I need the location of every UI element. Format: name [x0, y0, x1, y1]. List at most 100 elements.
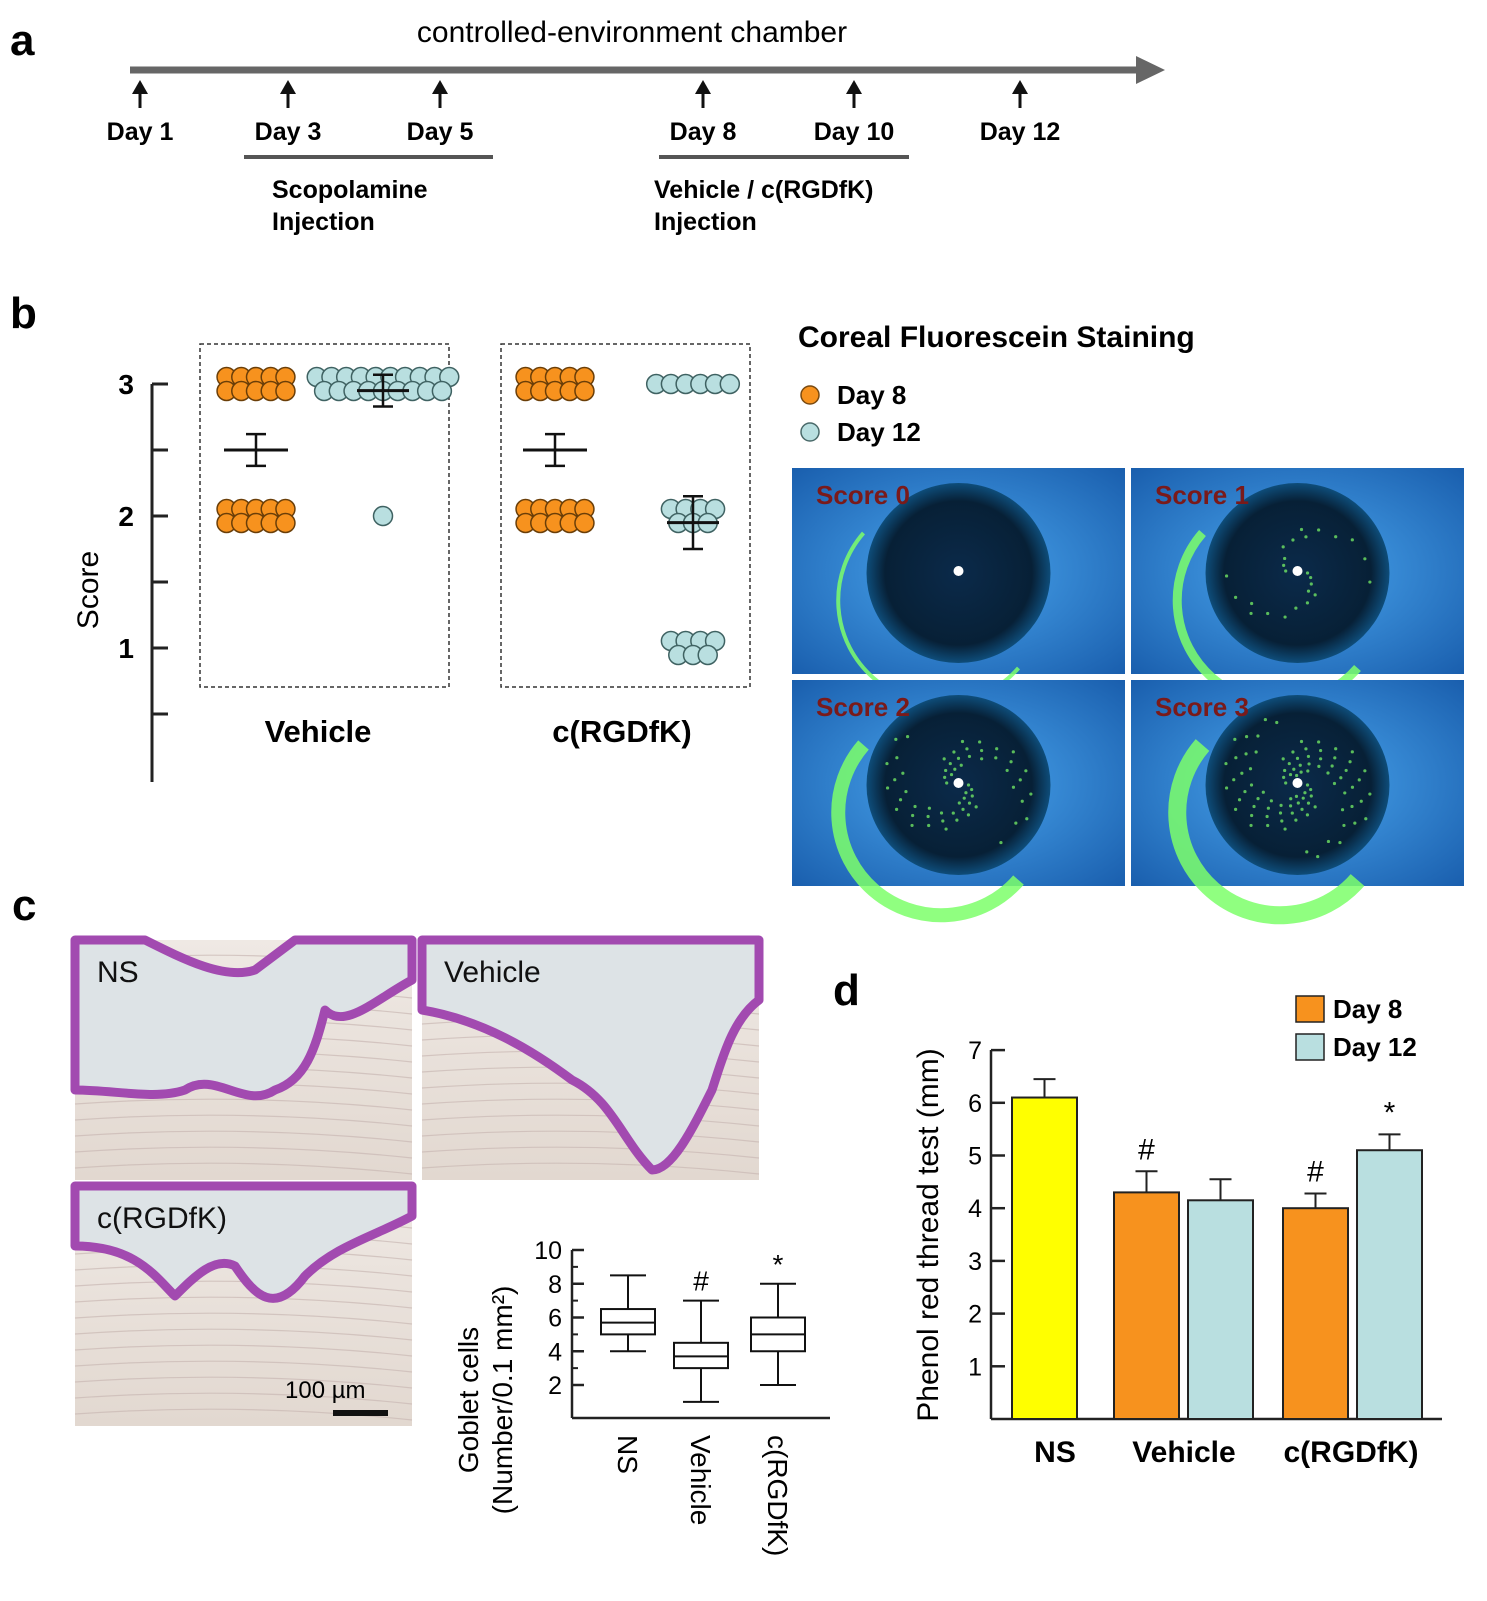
stain-speck — [1342, 823, 1346, 828]
stain-speck — [1291, 538, 1295, 542]
stain-speck — [1319, 748, 1323, 753]
stain-speck — [1224, 761, 1228, 766]
stain-speck — [956, 756, 961, 761]
stain-speck — [944, 768, 948, 773]
stain-speck — [1288, 772, 1293, 777]
stain-speck — [1029, 792, 1033, 796]
light-reflex — [953, 778, 964, 788]
tissue-fiber — [74, 1098, 413, 1111]
lumen-epithelium — [417, 935, 764, 1175]
stain-speck — [1350, 538, 1354, 542]
stain-speck — [941, 819, 945, 823]
histology-photo: Vehicle — [417, 935, 764, 1180]
stain-speck — [999, 840, 1003, 845]
phase1-label-2: Injection — [272, 208, 375, 236]
tissue-fiber — [421, 1098, 760, 1111]
d-x-label: NS — [1034, 1436, 1076, 1469]
stain-speck — [885, 761, 889, 766]
day-label: Day 1 — [107, 118, 174, 146]
stain-speck — [1348, 760, 1352, 764]
tissue-fiber — [74, 1114, 413, 1127]
box-Vehicle — [673, 1299, 729, 1403]
stain-speck — [1306, 801, 1311, 805]
stain-speck — [1279, 803, 1283, 807]
stain-speck — [967, 754, 972, 759]
stain-speck — [1265, 814, 1269, 819]
stain-speck — [959, 763, 963, 767]
tissue-fiber — [74, 1392, 413, 1405]
stain-speck — [1243, 789, 1247, 794]
c-tick-label: 10 — [534, 1237, 562, 1265]
score-dot — [275, 380, 296, 402]
stain-speck — [944, 827, 948, 831]
stain-speck — [1309, 575, 1313, 580]
stain-speck — [962, 796, 966, 800]
bar-c(RGDfK)-Day 12: * — [1356, 1096, 1423, 1420]
histology-label: NS — [97, 956, 139, 989]
b-dots — [216, 366, 741, 666]
stain-speck — [1266, 823, 1270, 828]
tissue-fiber — [74, 1376, 413, 1389]
eye-photos: Score 0 Score 1 Score 2 Score 3 — [792, 468, 1464, 925]
stain-speck — [893, 778, 897, 782]
stain-speck — [1306, 769, 1310, 773]
score-dot — [372, 505, 394, 527]
stain-speck — [942, 757, 946, 761]
stain-rim — [1168, 739, 1365, 925]
timeline-days: Day 1 Day 3 Day 5 Day 8 Day 10 Day 12 — [107, 80, 1060, 146]
stain-speck — [1339, 776, 1343, 780]
tissue-fiber — [74, 1328, 413, 1341]
stain-speck — [955, 818, 959, 822]
day-arrow-head — [1012, 80, 1028, 94]
stain-speck — [1283, 768, 1287, 773]
stain-speck — [1309, 582, 1313, 586]
stain-speck — [1269, 799, 1273, 803]
d-tick-label: 6 — [968, 1090, 982, 1118]
bar-c(RGDfK)-Day 8: # — [1282, 1155, 1349, 1420]
histology-label: Vehicle — [444, 956, 541, 989]
stain-speck — [1224, 786, 1229, 790]
box-c(RGDfK) — [750, 1282, 806, 1386]
score-photo-label: Score 0 — [816, 480, 910, 510]
b-group-label-rgdfk: c(RGDfK) — [552, 714, 692, 749]
stain-speck — [1249, 823, 1253, 828]
stain-speck — [1353, 821, 1357, 825]
b-legend-marker-day8 — [800, 385, 820, 405]
b-tick-label: 2 — [118, 501, 134, 532]
bar-Vehicle-Day 12 — [1187, 1178, 1254, 1421]
stain-speck — [1338, 840, 1342, 845]
stain-speck — [974, 805, 978, 809]
stain-speck — [1305, 850, 1309, 854]
stain-speck — [965, 747, 969, 751]
score-dot — [719, 373, 741, 395]
stain-speck — [911, 813, 915, 818]
stain-speck — [964, 791, 968, 795]
stain-speck — [1250, 813, 1254, 818]
day-label: Day 8 — [670, 118, 737, 146]
stain-speck — [885, 786, 890, 790]
stain-speck — [1343, 791, 1347, 795]
light-reflex — [953, 566, 964, 576]
stain-speck — [1291, 750, 1295, 754]
stain-speck — [1288, 804, 1293, 808]
timeline-title: controlled-environment chamber — [417, 16, 847, 49]
stain-speck — [910, 823, 914, 828]
c-x-labels: NS Vehicle c(RGDfK) — [612, 1435, 793, 1556]
tissue-fiber — [74, 1344, 413, 1357]
stain-speck — [953, 767, 957, 771]
stain-speck — [1289, 797, 1293, 801]
stain-speck — [1300, 807, 1304, 811]
tissue-fiber — [74, 1296, 413, 1309]
stain-speck — [1299, 527, 1304, 532]
c-boxes: #* — [600, 1249, 806, 1403]
stain-speck — [1254, 750, 1258, 754]
stain-speck — [1326, 771, 1330, 775]
d-tick-label: 3 — [968, 1248, 982, 1276]
stain-speck — [966, 813, 971, 817]
d-x-label: Vehicle — [1132, 1436, 1235, 1469]
day-arrow-head — [280, 80, 296, 94]
stain-speck — [1319, 757, 1323, 761]
stain-speck — [1234, 807, 1238, 811]
c-sig-mark: * — [773, 1249, 784, 1280]
tissue-fiber — [421, 1130, 760, 1143]
